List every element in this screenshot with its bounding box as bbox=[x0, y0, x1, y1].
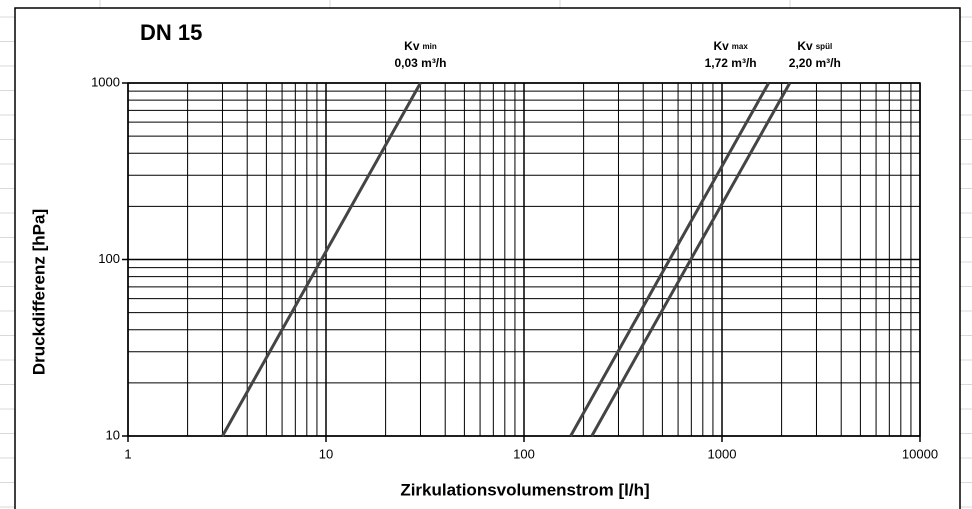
y-axis-label: Druckdifferenz [hPa] bbox=[29, 209, 48, 375]
series-kv: 0,03 m³/h bbox=[394, 56, 446, 70]
x-axis-label: Zirkulationsvolumenstrom [l/h] bbox=[400, 480, 649, 499]
series-label: Kv min bbox=[404, 39, 437, 53]
series-kv: 2,20 m³/h bbox=[789, 56, 841, 70]
chart-title: DN 15 bbox=[140, 20, 202, 45]
y-tick-label: 10 bbox=[106, 427, 120, 442]
x-tick-label: 1000 bbox=[708, 446, 737, 461]
series-label: Kv spül bbox=[797, 39, 832, 53]
series-line bbox=[569, 82, 770, 437]
series-sub: spül bbox=[816, 42, 832, 51]
x-tick-label: 1 bbox=[124, 446, 131, 461]
x-tick-label: 10000 bbox=[902, 446, 938, 461]
series-sub: max bbox=[732, 42, 749, 51]
x-tick-label: 10 bbox=[319, 446, 333, 461]
y-tick-label: 100 bbox=[98, 251, 120, 266]
series-sub: min bbox=[423, 42, 437, 51]
y-tick-label: 1000 bbox=[91, 74, 120, 89]
x-tick-label: 100 bbox=[513, 446, 535, 461]
series-kv: 1,72 m³/h bbox=[705, 56, 757, 70]
series-line bbox=[590, 82, 792, 437]
series-name: Kv bbox=[797, 39, 813, 53]
series-name: Kv bbox=[404, 39, 420, 53]
series-name: Kv bbox=[713, 39, 729, 53]
series-label: Kv max bbox=[713, 39, 748, 53]
series-line bbox=[221, 82, 422, 437]
